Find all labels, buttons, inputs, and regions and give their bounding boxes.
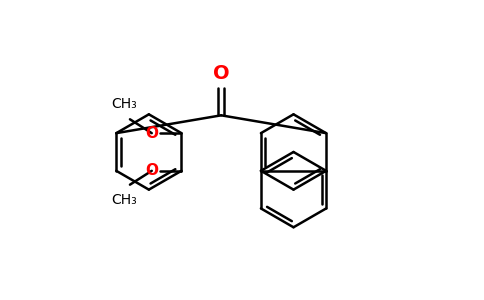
Text: O: O [213, 64, 229, 83]
Text: O: O [145, 126, 158, 141]
Text: CH₃: CH₃ [111, 193, 137, 207]
Text: O: O [145, 163, 158, 178]
Text: CH₃: CH₃ [111, 98, 137, 111]
